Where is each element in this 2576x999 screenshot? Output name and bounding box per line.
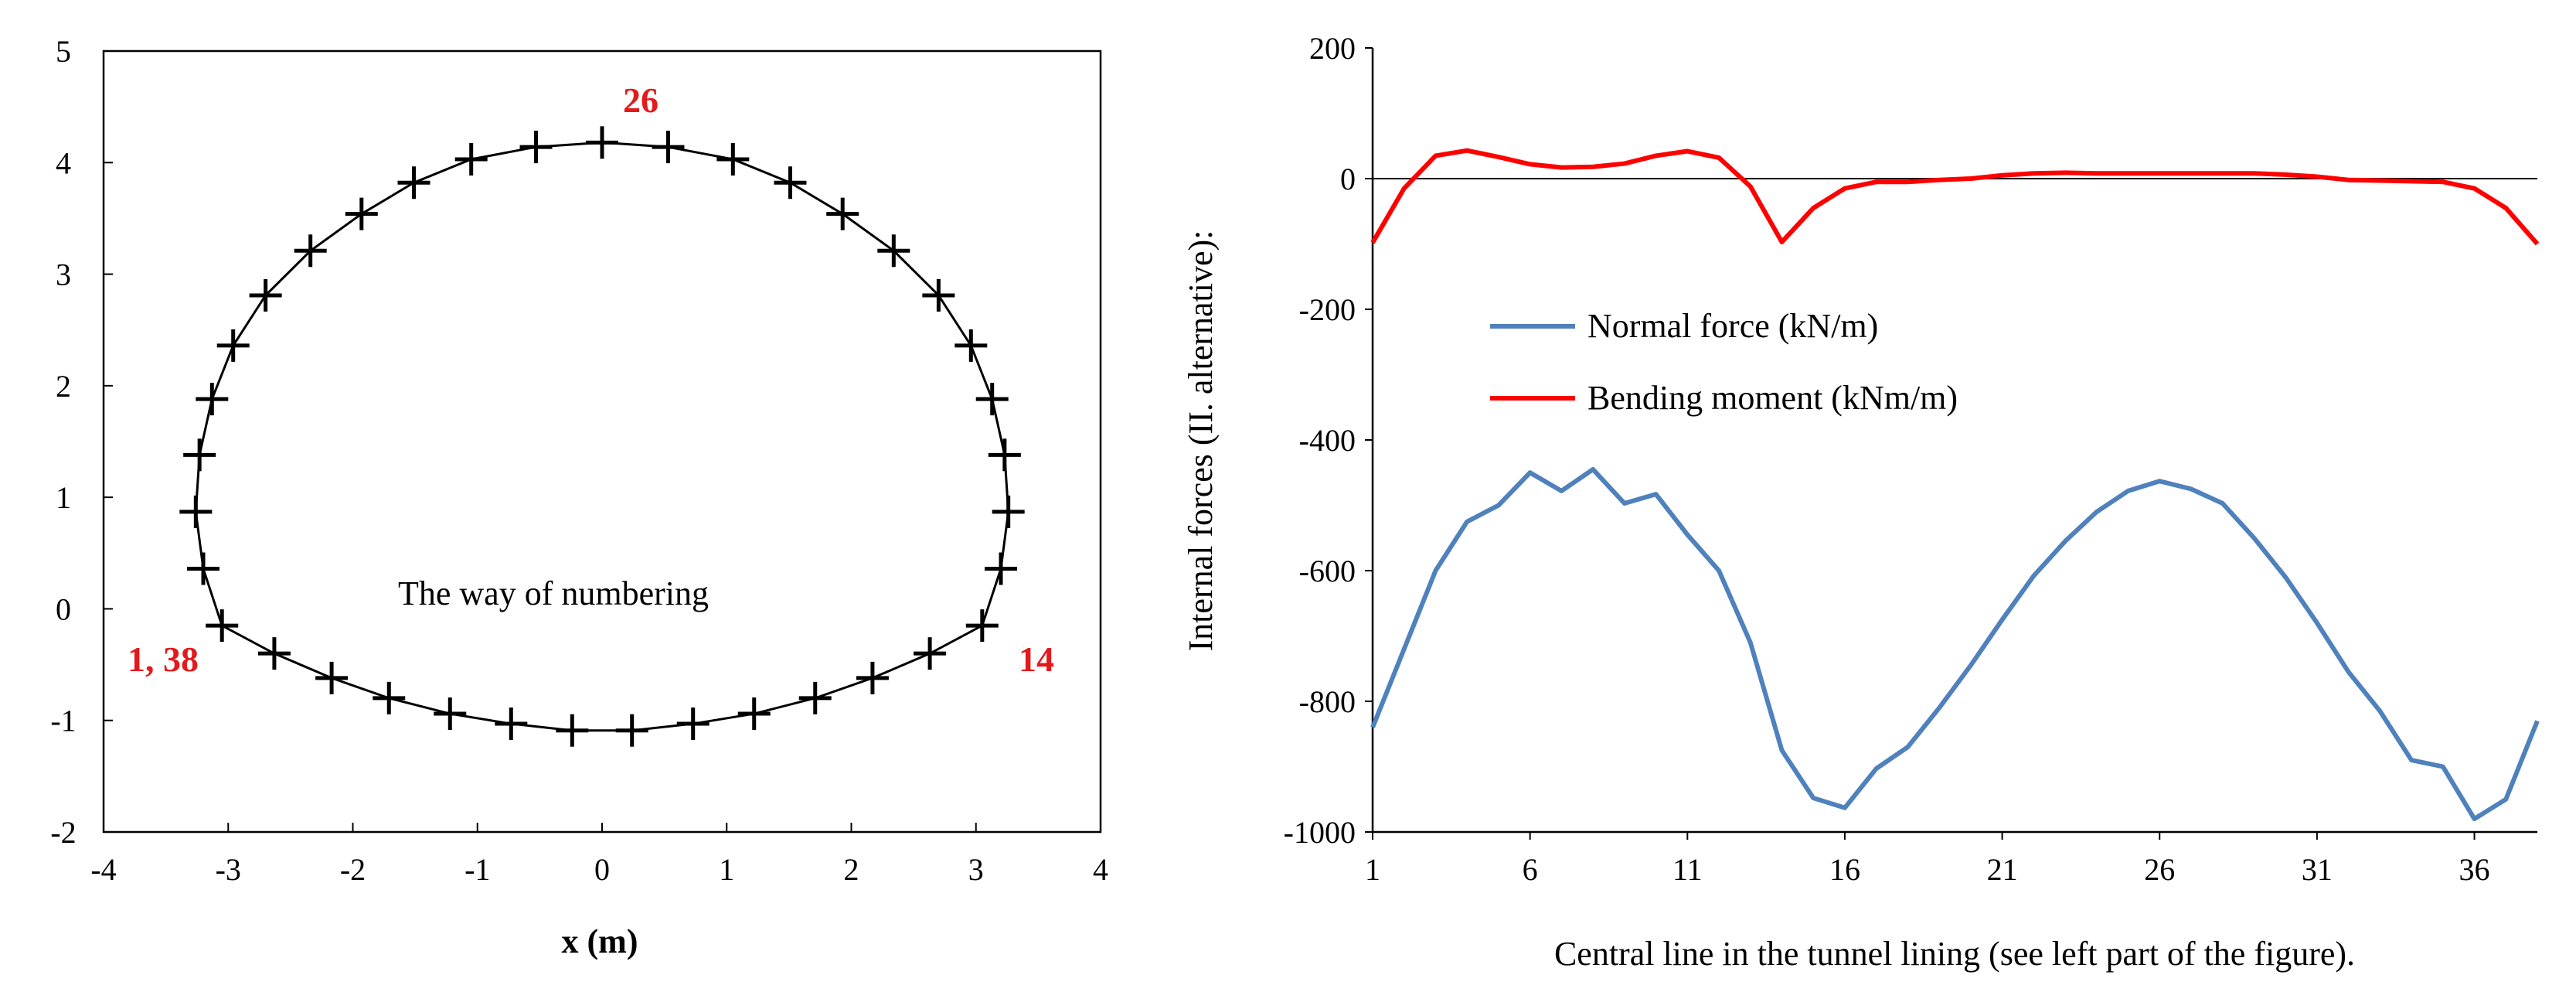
- tunnel-node-marker: [196, 383, 229, 416]
- tunnel-node-marker: [434, 697, 467, 731]
- legend-label-bending-moment: Bending moment (kNm/m): [1587, 379, 1958, 417]
- tunnel-node-marker: [985, 552, 1017, 585]
- tunnel-node-marker: [315, 661, 349, 694]
- right-x-ticks: 1 6 11 16 21 26 31 36: [1365, 832, 2490, 887]
- tunnel-node-marker: [615, 714, 648, 747]
- right-y-tick-label: -1000: [1284, 815, 1356, 850]
- tunnel-node-marker: [495, 707, 528, 741]
- bending-moment-line: [1370, 148, 2540, 246]
- left-x-tick-label: 4: [1093, 852, 1108, 887]
- right-y-tick-label: -400: [1299, 423, 1356, 458]
- tunnel-node-marker: [257, 637, 291, 670]
- legend-label-normal-force: Normal force (kN/m): [1587, 307, 1878, 345]
- left-x-tick-label: 1: [719, 852, 734, 887]
- tunnel-node-marker: [397, 166, 430, 199]
- left-x-tick-label: -2: [340, 852, 366, 887]
- tunnel-node-marker: [798, 681, 832, 714]
- tunnel-node-markers: [179, 126, 1025, 747]
- left-y-ticks: -2 -1 0 1 2 3 4 5: [50, 34, 113, 850]
- node-label-14: 14: [1019, 639, 1054, 679]
- left-x-tick-label: 0: [594, 852, 610, 887]
- tunnel-node-marker: [914, 637, 947, 670]
- tunnel-lining-outline: [194, 141, 1010, 732]
- right-x-axis-label: Central line in the tunnel lining (see l…: [1554, 935, 2355, 973]
- tunnel-node-marker: [294, 234, 327, 268]
- tunnel-node-marker: [556, 714, 589, 747]
- tunnel-node-marker: [179, 495, 213, 528]
- tunnel-node-marker: [249, 278, 282, 312]
- tunnel-node-marker: [345, 197, 378, 230]
- cross-section-panel: -4 -3 -2 -1 0 1 2 3 4 -2 -1 0 1 2 3 4 5 x (m) The way o…: [50, 34, 1108, 960]
- tunnel-node-marker: [774, 166, 807, 199]
- left-y-tick-label: 2: [56, 369, 71, 404]
- numbering-caption: The way of numbering: [398, 575, 709, 612]
- left-y-tick-label: 4: [56, 145, 71, 180]
- tunnel-node-marker: [187, 552, 219, 585]
- tunnel-node-marker: [826, 197, 859, 230]
- node-label-1-38: 1, 38: [128, 639, 199, 679]
- left-x-ticks: -4 -3 -2 -1 0 1 2 3 4: [90, 823, 1108, 887]
- left-y-tick-label: 5: [56, 34, 71, 69]
- left-y-tick-label: -1: [50, 704, 76, 738]
- tunnel-node-marker: [519, 131, 553, 164]
- tunnel-node-marker: [206, 609, 239, 643]
- legend: Normal force (kN/m) Bending moment (kNm/…: [1490, 307, 1958, 417]
- tunnel-node-marker: [856, 661, 889, 694]
- left-y-tick-label: 0: [56, 592, 71, 626]
- right-y-tick-label: -600: [1299, 554, 1356, 588]
- tunnel-node-marker: [676, 707, 710, 741]
- left-x-tick-label: 2: [844, 852, 859, 887]
- left-x-tick-label: -3: [216, 852, 241, 887]
- tunnel-node-marker: [965, 609, 999, 643]
- tunnel-node-marker: [373, 681, 406, 714]
- tunnel-node-marker: [922, 278, 955, 312]
- normal-force-line: [1370, 467, 2540, 822]
- left-y-tick-label: -2: [50, 815, 76, 850]
- right-x-tick-label: 31: [2302, 852, 2333, 887]
- right-y-tick-label: 200: [1309, 31, 1356, 66]
- tunnel-node-marker: [737, 697, 771, 731]
- right-x-tick-label: 21: [1987, 852, 2018, 887]
- right-y-ticks: 200 0 -200 -400 -600 -800 -1000: [1284, 31, 1373, 850]
- left-x-tick-label: -1: [464, 852, 490, 887]
- right-x-tick-label: 11: [1673, 852, 1703, 887]
- tunnel-node-marker: [975, 383, 1009, 416]
- tunnel-node-marker: [716, 142, 750, 176]
- left-y-tick-label: 3: [56, 257, 71, 292]
- node-label-26: 26: [623, 80, 658, 120]
- right-x-tick-label: 26: [2144, 852, 2175, 887]
- right-y-tick-label: -200: [1299, 292, 1356, 327]
- right-y-tick-label: -800: [1299, 684, 1356, 719]
- left-x-tick-label: -4: [90, 852, 116, 887]
- right-y-tick-label: 0: [1340, 162, 1356, 196]
- right-x-tick-label: 1: [1365, 852, 1380, 887]
- tunnel-node-marker: [454, 142, 488, 176]
- tunnel-node-marker: [216, 329, 250, 362]
- tunnel-node-marker: [586, 126, 618, 159]
- tunnel-node-marker: [183, 438, 216, 472]
- left-x-tick-label: 3: [968, 852, 984, 887]
- left-y-tick-label: 1: [56, 480, 71, 515]
- tunnel-node-marker: [877, 234, 910, 268]
- left-x-axis-label: x (m): [562, 922, 638, 960]
- tunnel-node-marker: [988, 438, 1021, 472]
- right-x-tick-label: 16: [1829, 852, 1860, 887]
- tunnel-node-marker: [955, 329, 988, 362]
- tunnel-node-marker: [992, 495, 1025, 528]
- left-plot-frame: [102, 49, 1102, 834]
- tunnel-node-marker: [652, 131, 685, 164]
- right-x-tick-label: 6: [1523, 852, 1538, 887]
- right-y-axis-label: Internal forces (II. alternative):: [1182, 230, 1220, 652]
- right-x-tick-label: 36: [2459, 852, 2490, 887]
